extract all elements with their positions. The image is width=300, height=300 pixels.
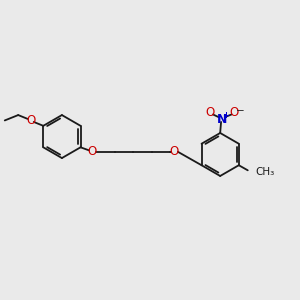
Text: O: O: [230, 106, 239, 119]
Text: −: −: [236, 106, 244, 116]
Text: O: O: [206, 106, 215, 119]
Text: +: +: [222, 111, 229, 120]
Text: O: O: [170, 145, 179, 158]
Text: O: O: [26, 114, 35, 127]
Text: N: N: [217, 113, 227, 126]
Text: CH₃: CH₃: [256, 167, 275, 177]
Text: O: O: [87, 145, 97, 158]
